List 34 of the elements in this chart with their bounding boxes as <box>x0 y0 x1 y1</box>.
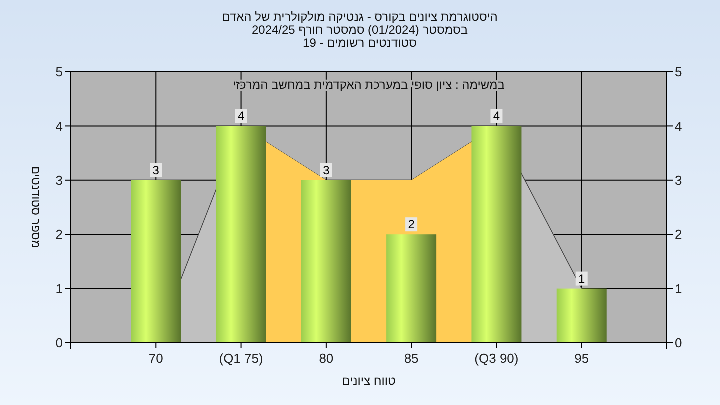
bar <box>472 126 522 343</box>
x-tick-label: 95 <box>574 351 590 366</box>
bar <box>556 288 607 343</box>
chart-subtitle: בסמסטר (01/2024) סמסטר חורף 2024/25 סטודנטים רשומים - 19 <box>252 23 468 50</box>
data-label: 3 <box>323 163 330 178</box>
y2-tick-label: 5 <box>675 64 682 80</box>
y2-tick-label: 1 <box>675 281 682 296</box>
x-tick-label: (Q1 75) <box>219 351 264 366</box>
y-tick-label: 0 <box>56 336 63 351</box>
y-tick-label: 5 <box>56 64 63 80</box>
x-tick-label: (Q3 90) <box>474 351 519 366</box>
y-tick-label: 2 <box>56 227 63 242</box>
x-tick-label: 80 <box>319 351 334 366</box>
bar <box>131 180 182 343</box>
y-tick-label: 4 <box>56 118 63 134</box>
y2-tick-label: 3 <box>675 172 682 188</box>
data-label: 1 <box>578 272 586 286</box>
data-label: 4 <box>493 109 500 124</box>
y-tick-label: 3 <box>56 172 63 188</box>
data-label: 3 <box>152 163 160 178</box>
y-tick-label: 1 <box>56 281 63 296</box>
y2-tick-label: 4 <box>675 118 682 134</box>
x-tick-label: 70 <box>148 351 164 366</box>
bar <box>301 180 352 343</box>
y2-tick-label: 0 <box>675 336 682 351</box>
bar <box>386 234 437 343</box>
data-label: 4 <box>238 109 245 124</box>
y-axis-title: מספר סטודנטים <box>29 166 43 249</box>
bar <box>216 126 266 343</box>
chart-title: היסטוגרמת ציונים בקורס - גנטיקה מולקולרית של האדם <box>222 10 498 24</box>
data-label: 2 <box>408 218 416 232</box>
x-tick-label: 85 <box>404 351 419 366</box>
y2-tick-label: 2 <box>675 227 682 242</box>
x-axis-title: טווח ציונים <box>342 374 396 388</box>
